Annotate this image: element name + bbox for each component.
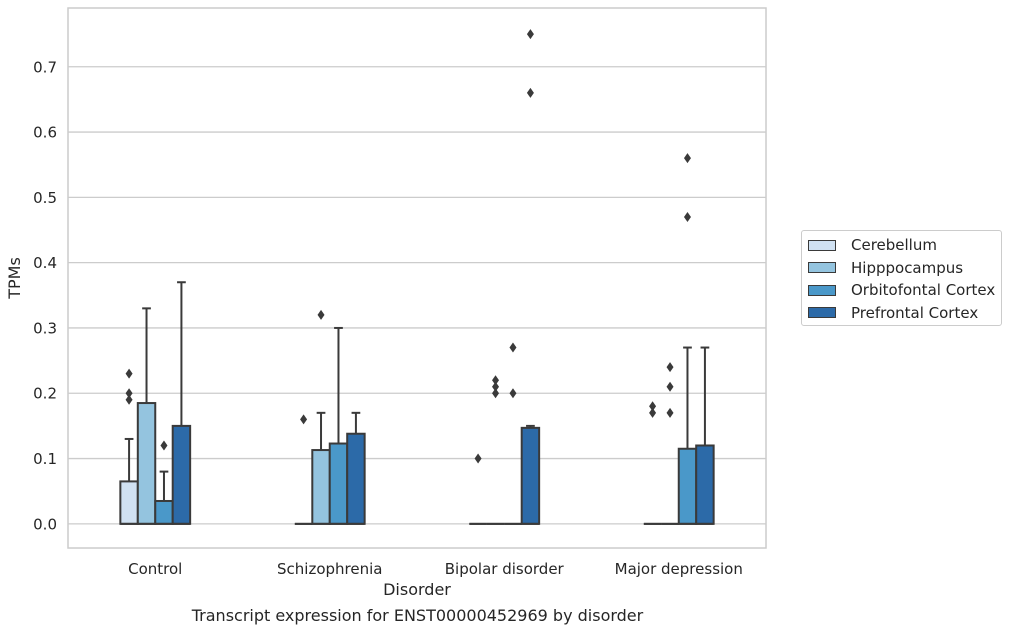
outlier-point	[666, 407, 674, 418]
outlier-point	[300, 414, 308, 425]
series-orbitofontal-cortex	[154, 153, 698, 525]
y-tick-label: 0.2	[33, 385, 57, 403]
box	[119, 480, 139, 525]
x-axis-label: Disorder	[383, 580, 451, 599]
outlier-point	[492, 375, 500, 386]
y-tick-label: 0.4	[33, 254, 57, 272]
outlier-point	[492, 381, 500, 392]
legend: Cerebellum Hipppocampus Orbitofontal Corte…	[801, 230, 1002, 326]
outlier-point	[125, 394, 133, 405]
series-hipppocampus	[136, 307, 679, 525]
outlier-point	[160, 440, 168, 451]
box	[520, 426, 541, 525]
outlier-point	[125, 388, 133, 399]
outlier-point	[666, 381, 674, 392]
legend-label: Orbitofontal Cortex	[851, 281, 996, 299]
outlier-point	[509, 388, 517, 399]
y-tick-label: 0.5	[33, 189, 57, 207]
outlier-point	[666, 362, 674, 373]
y-tick-label: 0.0	[33, 515, 57, 533]
box	[311, 449, 331, 525]
x-tick-label: Major depression	[615, 560, 743, 578]
x-tick-label: Control	[128, 560, 182, 578]
legend-item: Hipppocampus	[808, 258, 963, 278]
outlier-point	[683, 211, 691, 222]
box	[171, 424, 192, 525]
series-prefrontal-cortex	[171, 29, 715, 525]
legend-item: Orbitofontal Cortex	[808, 280, 995, 300]
legend-label: Prefrontal Cortex	[851, 303, 979, 322]
box	[154, 499, 174, 525]
legend-item: Cerebellum	[808, 235, 937, 255]
x-axis-ticks: Control Schizophrenia Bipolar disorder Majo…	[128, 560, 743, 578]
outlier-point	[492, 388, 500, 399]
legend-label: Hipppocampus	[851, 258, 964, 277]
outlier-point	[125, 368, 133, 379]
y-axis-label: TPMs	[5, 257, 24, 300]
x-tick-label: Schizophrenia	[277, 560, 382, 578]
box	[136, 402, 157, 525]
legend-swatch	[808, 307, 836, 318]
box-series-group	[119, 29, 715, 525]
outlier-point	[649, 407, 657, 418]
outlier-point	[683, 153, 691, 164]
chart-caption: Transcript expression for ENST0000045296…	[191, 606, 644, 625]
legend-label: Cerebellum	[851, 236, 937, 254]
x-tick-label: Bipolar disorder	[445, 560, 565, 578]
y-tick-label: 0.7	[33, 58, 57, 76]
outlier-point	[649, 401, 657, 412]
y-axis-ticks: 0.0 0.1 0.2 0.3 0.4 0.5 0.6 0.7	[33, 58, 57, 533]
y-tick-label: 0.3	[33, 319, 57, 337]
box	[346, 432, 366, 525]
outlier-point	[474, 453, 482, 464]
plot-frame	[67, 7, 767, 549]
legend-item: Prefrontal Cortex	[808, 303, 978, 323]
box	[677, 447, 698, 525]
legend-swatch	[808, 262, 836, 273]
outlier-point	[509, 342, 517, 353]
y-tick-label: 0.1	[33, 450, 57, 468]
legend-swatch	[808, 284, 836, 296]
outlier-point	[526, 87, 534, 98]
outlier-point	[317, 309, 325, 320]
outlier-point	[526, 29, 534, 40]
box	[328, 442, 349, 525]
series-cerebellum	[119, 368, 662, 525]
box	[695, 444, 715, 525]
legend-swatch	[808, 239, 836, 251]
y-tick-label: 0.6	[33, 124, 57, 142]
